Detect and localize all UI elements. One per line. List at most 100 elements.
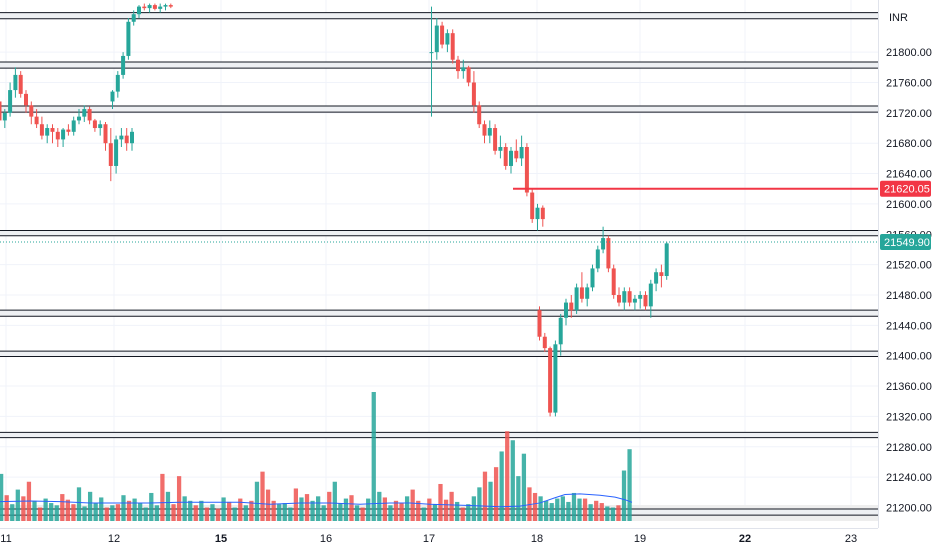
currency-label[interactable]: INR	[889, 12, 908, 24]
volume-bar	[599, 503, 604, 521]
candle	[558, 313, 563, 356]
level-zone	[0, 432, 878, 438]
candle-body	[524, 146, 529, 193]
candle-body	[87, 109, 92, 121]
volume-bar	[382, 497, 387, 521]
candle-body	[39, 124, 44, 136]
candle	[71, 116, 76, 136]
y-tick-label: 21520.00	[886, 260, 932, 272]
volume-bar	[621, 470, 627, 521]
candle	[87, 106, 92, 125]
volume-bar	[471, 496, 476, 521]
volume-bar	[532, 492, 538, 521]
volume-bar	[160, 473, 165, 521]
volume-bar	[115, 504, 121, 521]
y-axis[interactable]: 21800.00 21760.00 21720.00 21680.00 21640.00…	[886, 47, 932, 514]
volume-bar	[605, 506, 610, 521]
level-zone	[0, 230, 878, 236]
candle-body	[445, 33, 450, 45]
candle	[110, 90, 115, 110]
volume-bar	[549, 503, 554, 521]
candle-body	[126, 21, 131, 56]
candle-body	[456, 59, 460, 72]
volume-bar	[610, 507, 616, 521]
candle-body	[92, 120, 97, 129]
candle-body	[163, 5, 168, 7]
volume-bar	[338, 503, 343, 521]
candle-body	[659, 272, 664, 277]
volume-bar	[555, 498, 560, 521]
volume-bar	[37, 507, 43, 521]
candle	[617, 287, 621, 307]
volume-bar	[182, 496, 187, 521]
alert-price-tag-text: 21620.05	[884, 184, 930, 196]
candle-body	[115, 74, 120, 92]
candle-body	[632, 298, 637, 303]
candle-body	[579, 287, 584, 299]
candle-body	[569, 302, 574, 311]
x-axis[interactable]: 11 12 15 16 17 18 19 22 23	[0, 533, 857, 545]
candle	[461, 59, 466, 79]
candle	[654, 268, 659, 292]
volume-bar	[521, 453, 527, 521]
volume-bar	[482, 471, 488, 521]
volume-bar	[377, 491, 382, 521]
candle	[466, 65, 471, 87]
candle-body	[503, 146, 508, 166]
volume-bar	[288, 507, 293, 521]
volume-bar	[421, 507, 426, 521]
candle	[579, 272, 584, 303]
candle	[158, 3, 163, 13]
volume-bar	[538, 496, 543, 521]
volume-bar	[588, 504, 593, 521]
candle	[477, 101, 482, 129]
candle-body	[152, 5, 157, 9]
volume-bar	[321, 505, 326, 521]
alert-price-tag[interactable]: 21620.05	[880, 180, 931, 197]
last-price-tag[interactable]: 21549.90	[880, 233, 931, 250]
volume-bar	[616, 505, 621, 521]
x-tick-label: 17	[423, 533, 435, 545]
volume-bar	[566, 501, 571, 521]
candle-body	[519, 146, 524, 159]
candle	[55, 128, 60, 147]
candle-body	[498, 146, 503, 151]
candle	[622, 287, 627, 311]
volume-bar	[87, 491, 93, 521]
candle	[0, 101, 2, 121]
candle	[2, 109, 7, 129]
volume-bar	[199, 500, 204, 521]
volume-bar	[193, 505, 198, 521]
candles	[0, 3, 669, 417]
y-tick-label: 21320.00	[886, 411, 932, 423]
candle	[524, 143, 529, 197]
candle	[108, 128, 113, 182]
candle-body	[535, 207, 540, 220]
volume-bar	[332, 481, 337, 521]
x-tick-label: 23	[845, 533, 857, 545]
volume-bars	[0, 392, 632, 521]
candle	[126, 17, 131, 60]
volume-bar	[260, 471, 265, 521]
y-tick-label: 21280.00	[886, 442, 932, 454]
candle-body	[530, 192, 535, 220]
candle-body	[124, 135, 129, 144]
volume-bar	[354, 505, 360, 521]
y-tick-label: 21440.00	[886, 320, 932, 332]
candle-body	[664, 243, 669, 277]
volume-bar	[282, 503, 287, 521]
candle	[540, 205, 545, 227]
volume-bar	[249, 500, 254, 521]
volume-bar	[477, 487, 482, 521]
candle-body	[542, 336, 547, 349]
volume-bar	[466, 504, 471, 521]
candle-body	[514, 150, 519, 159]
candle	[537, 306, 542, 341]
level-zone	[0, 106, 878, 113]
volume-bar	[271, 500, 276, 521]
x-tick-label: 16	[320, 533, 332, 545]
candle-body	[482, 124, 487, 136]
volume-bar	[499, 451, 504, 521]
